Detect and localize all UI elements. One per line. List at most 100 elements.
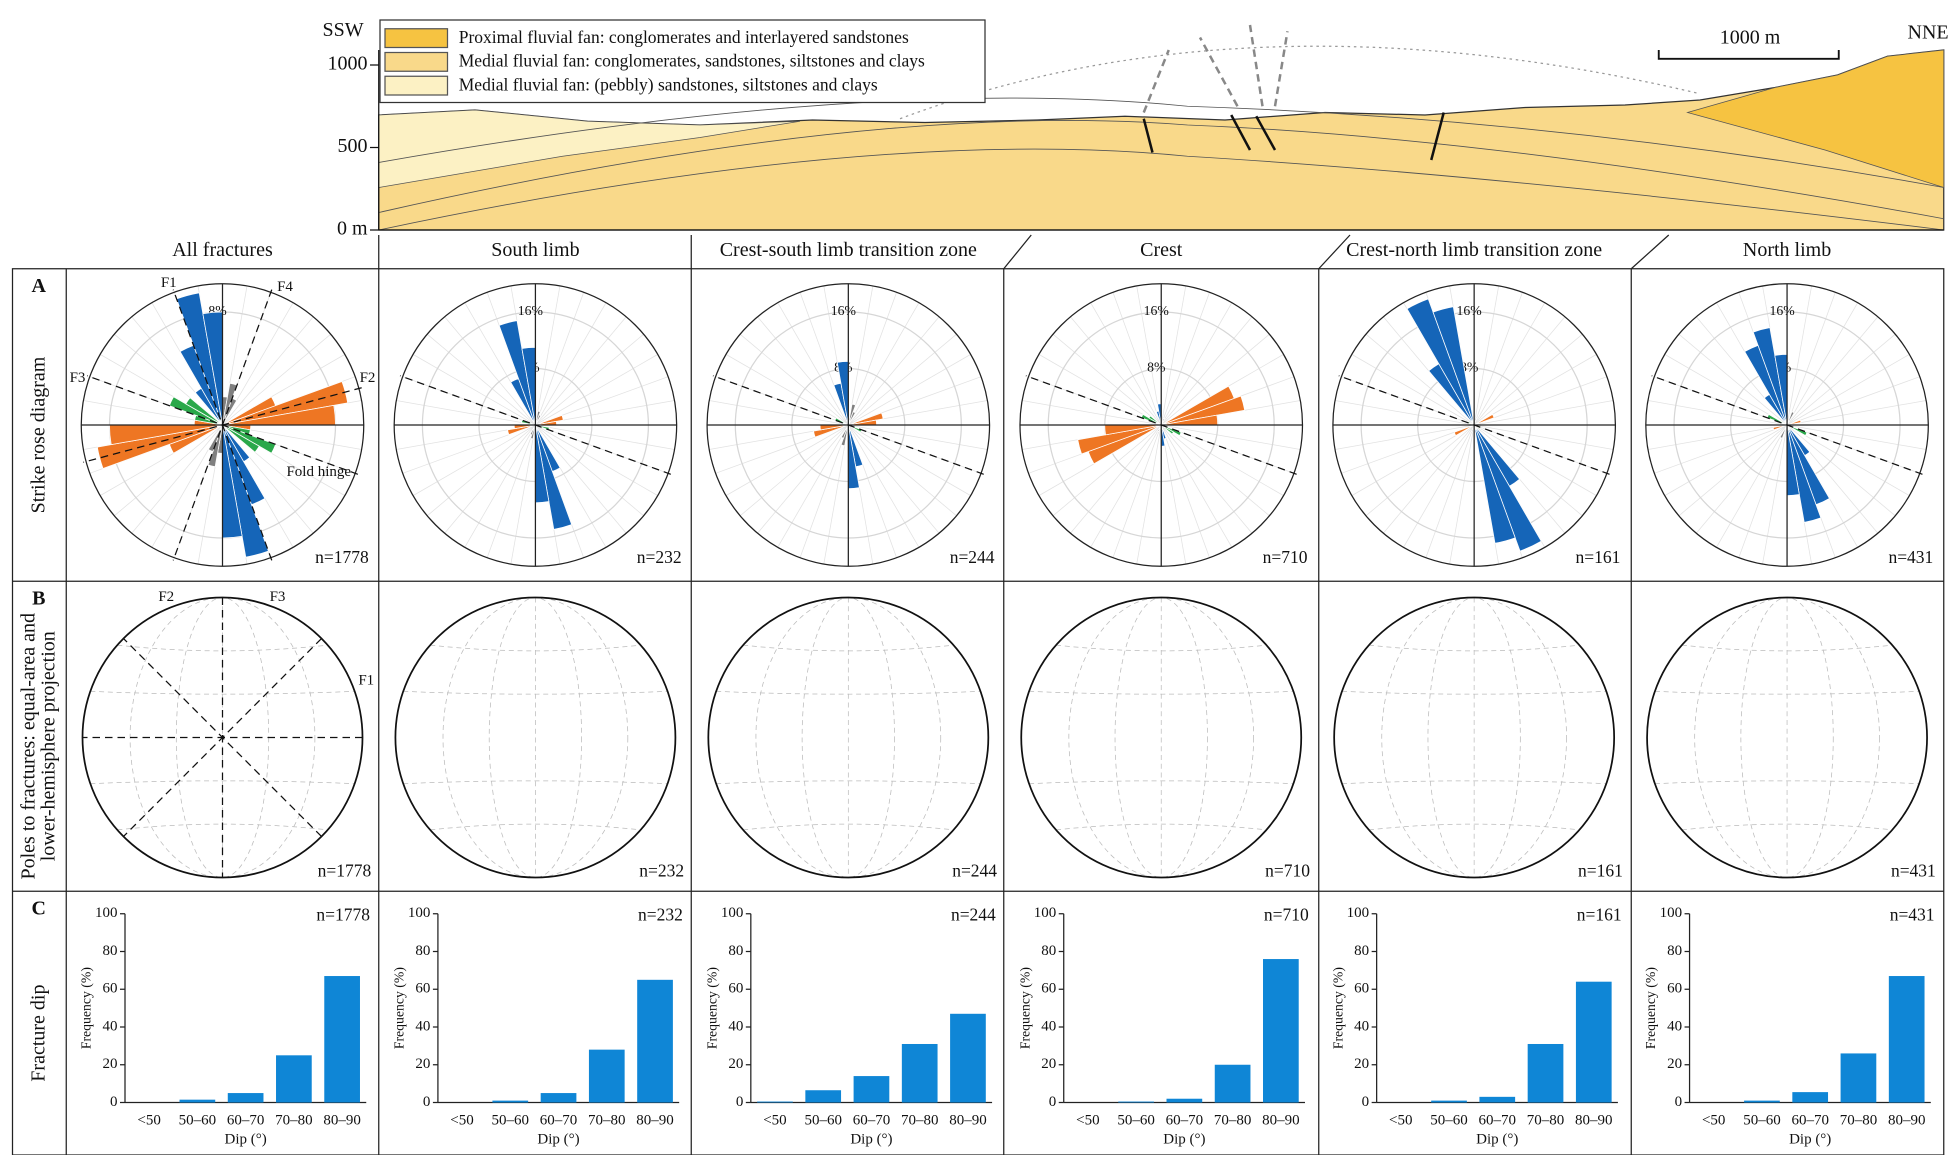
stereonet-outline (1333, 596, 1616, 879)
polar-grid (1112, 292, 1162, 426)
polar-grid (1473, 316, 1566, 426)
x-axis-label: Dip (°) (850, 1131, 892, 1147)
polar-grid (535, 285, 561, 426)
rose-petal (1473, 413, 1495, 426)
x-tick-label: <50 (450, 1113, 473, 1129)
polar-grid (1786, 285, 1812, 426)
polar-grid (464, 424, 536, 548)
y-tick-label: 80 (103, 943, 118, 959)
rose-petal (1786, 411, 1795, 426)
legend-swatch (384, 75, 449, 96)
x-tick-label: 60–70 (1791, 1113, 1829, 1129)
rose-petal (1406, 298, 1475, 426)
polar-grid (777, 424, 849, 548)
x-tick-label: 80–90 (1262, 1113, 1300, 1129)
bar (757, 1101, 793, 1103)
row-label: lower-hemisphere projection (38, 631, 60, 861)
y-axis-label: Frequency (%) (704, 967, 720, 1049)
rose-petal (207, 424, 223, 453)
x-tick-label: 60–70 (227, 1113, 265, 1129)
polar-grid (1112, 424, 1162, 558)
ring-label: 16% (1457, 303, 1482, 318)
bar (1431, 1100, 1467, 1103)
polar-grid (1341, 424, 1475, 474)
dashed-trend (712, 375, 984, 475)
polar-grid (1678, 424, 1788, 517)
annotation: F2 (360, 370, 376, 386)
polar-grid (1160, 302, 1233, 426)
polar-grid (1160, 333, 1270, 426)
polar-grid (1647, 400, 1788, 426)
y-axis-label: Frequency (%) (1643, 967, 1659, 1049)
bar (1888, 976, 1925, 1103)
polar-grid (1473, 292, 1523, 426)
y-tick-label: 0 m (337, 218, 368, 240)
bar (492, 1100, 529, 1103)
polar-grid (1664, 424, 1788, 496)
parallel (1056, 823, 1267, 831)
polar-grid (535, 316, 627, 426)
right-label: NNE (1908, 21, 1949, 43)
y-tick-label: 40 (1667, 1018, 1682, 1034)
parallel (743, 823, 954, 831)
polar-grid (823, 424, 849, 565)
dashed-trend (1651, 375, 1923, 475)
rose-petal (834, 417, 849, 426)
polar-grid (848, 424, 920, 548)
polar-grid (535, 333, 644, 426)
ring-label: 16% (831, 303, 856, 318)
polar-grid (1762, 424, 1788, 565)
polar-grid (777, 302, 849, 426)
formation-pebbly (378, 109, 801, 188)
polar-grid (1786, 333, 1896, 426)
polar-grid (848, 316, 940, 426)
x-tick-label: 80–90 (636, 1113, 674, 1129)
bar (901, 1043, 938, 1103)
y-tick-label: 40 (415, 1018, 430, 1034)
row-label: Fracture dip (28, 985, 50, 1082)
sample-count: n=1778 (318, 861, 372, 881)
x-axis-label: Dip (°) (1163, 1131, 1205, 1147)
x-tick-label: 50–60 (179, 1113, 217, 1129)
polar-grid (1160, 424, 1270, 517)
y-tick-label: 0 (1362, 1094, 1370, 1110)
rose-petal (222, 424, 269, 558)
polar-grid (1449, 424, 1475, 565)
parallel (1341, 780, 1607, 785)
ring-label: 16% (1144, 303, 1169, 318)
polar-grid (1038, 354, 1162, 426)
x-tick-label: 80–90 (1575, 1113, 1613, 1129)
rose-petal (1473, 424, 1516, 544)
polar-grid (1786, 376, 1920, 426)
formation-proximal (1686, 49, 1945, 189)
polar-grid (725, 424, 849, 496)
polar-grid (222, 316, 314, 426)
polar-grid (1474, 400, 1614, 426)
polar-grid (1647, 424, 1788, 450)
bar (1479, 1096, 1516, 1103)
bar (1840, 1053, 1877, 1103)
bar (637, 979, 673, 1103)
polar-grid (848, 354, 971, 426)
polar-grid (486, 424, 536, 558)
polar-grid (444, 316, 536, 426)
polar-grid (1022, 400, 1162, 426)
stereonet-grid (403, 597, 668, 878)
x-tick-label: <50 (1702, 1113, 1725, 1129)
bedding (378, 97, 1944, 188)
polar-grid (1473, 354, 1597, 426)
polar-grid (1052, 424, 1162, 517)
annotation: F3 (70, 370, 86, 386)
parallel (1681, 823, 1893, 831)
polar-grid (222, 333, 331, 426)
rose-petal (1786, 424, 1822, 523)
sample-count: n=244 (952, 861, 997, 881)
polar-grid (848, 424, 940, 534)
polar-grid (1403, 424, 1475, 548)
y-tick-label: 40 (1354, 1018, 1369, 1034)
rose-petal (529, 424, 536, 436)
column-header: Crest-north limb transition zone (1346, 239, 1602, 261)
parallel (716, 780, 981, 785)
rose-petal (96, 424, 223, 469)
